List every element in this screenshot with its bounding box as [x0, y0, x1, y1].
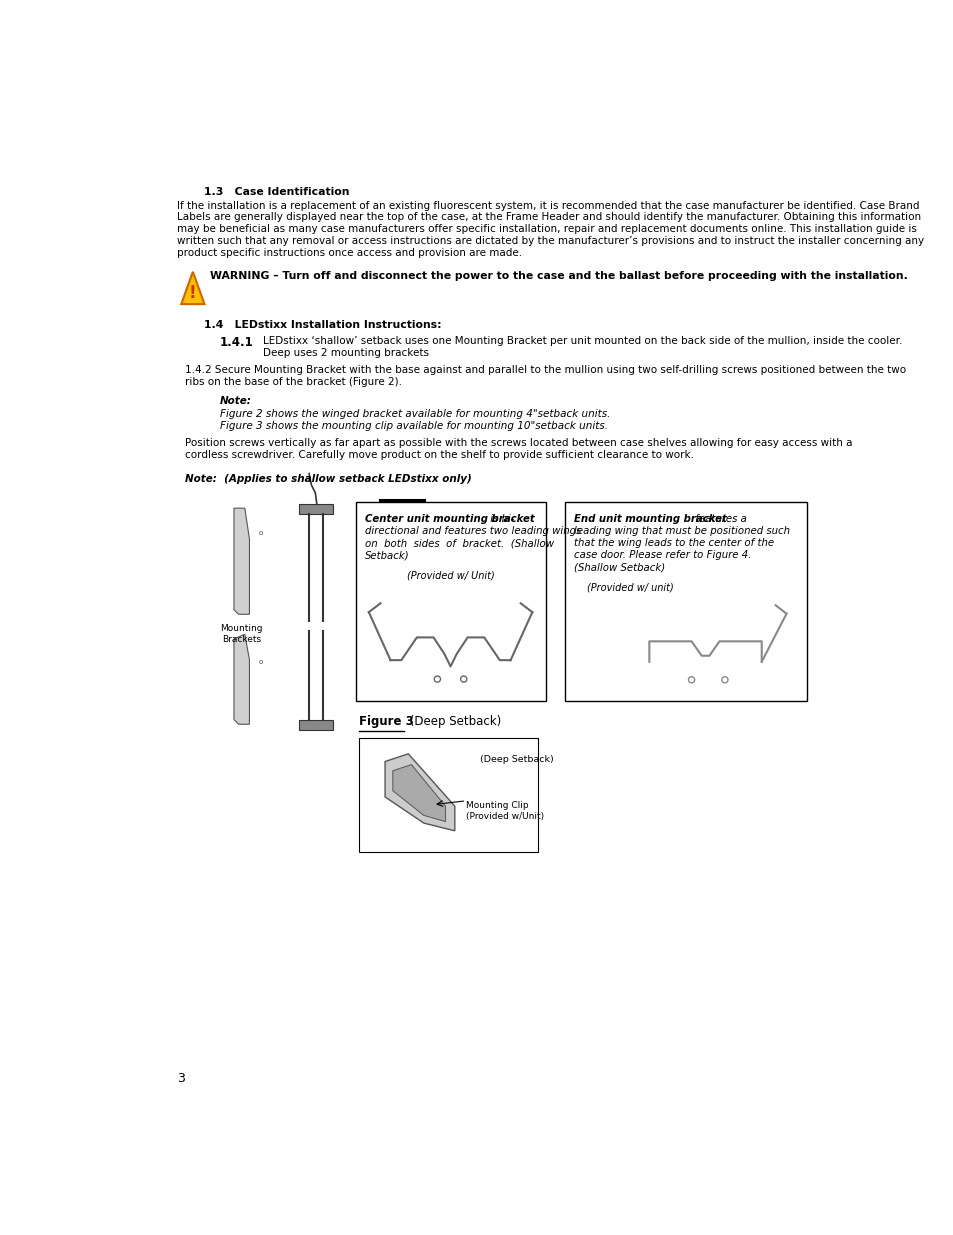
- Text: 3: 3: [177, 1072, 185, 1086]
- FancyBboxPatch shape: [298, 720, 333, 730]
- Circle shape: [460, 676, 466, 682]
- Text: case door. Please refer to Figure 4.: case door. Please refer to Figure 4.: [574, 550, 751, 561]
- Text: Figure 3: Figure 3: [359, 715, 414, 727]
- Text: Note:  (Applies to shallow setback LEDstixx only): Note: (Applies to shallow setback LEDsti…: [185, 473, 472, 484]
- Text: (Provided w/ Unit): (Provided w/ Unit): [406, 571, 494, 580]
- Text: (Deep Setback): (Deep Setback): [479, 755, 553, 763]
- Text: Position screws vertically as far apart as possible with the screws located betw: Position screws vertically as far apart …: [185, 438, 852, 448]
- Text: (Deep Setback): (Deep Setback): [406, 715, 500, 727]
- Text: o: o: [258, 530, 263, 536]
- Text: cordless screwdriver. Carefully move product on the shelf to provide sufficient : cordless screwdriver. Carefully move pro…: [185, 450, 694, 461]
- Text: Figure 2 shows the winged bracket available for mounting 4"setback units.: Figure 2 shows the winged bracket availa…: [220, 409, 610, 419]
- Text: 1.4.1: 1.4.1: [220, 336, 253, 348]
- Text: Labels are generally displayed near the top of the case, at the Frame Header and: Labels are generally displayed near the …: [177, 212, 921, 222]
- Text: WARNING – Turn off and disconnect the power to the case and the ballast before p: WARNING – Turn off and disconnect the po…: [210, 270, 907, 282]
- Polygon shape: [233, 635, 249, 724]
- Text: Deep uses 2 mounting brackets: Deep uses 2 mounting brackets: [262, 347, 428, 358]
- FancyBboxPatch shape: [355, 501, 545, 700]
- Circle shape: [434, 676, 440, 682]
- Text: ribs on the base of the bracket (Figure 2).: ribs on the base of the bracket (Figure …: [185, 377, 402, 387]
- Text: Center unit mounting bracket: Center unit mounting bracket: [365, 514, 534, 525]
- Text: Figure 3 shows the mounting clip available for mounting 10"setback units.: Figure 3 shows the mounting clip availab…: [220, 421, 607, 431]
- Text: !: !: [189, 284, 196, 301]
- Text: 1.4   LEDstixx Installation Instructions:: 1.4 LEDstixx Installation Instructions:: [204, 320, 441, 330]
- Polygon shape: [393, 764, 445, 821]
- Text: leading wing that must be positioned such: leading wing that must be positioned suc…: [574, 526, 789, 536]
- Text: (Shallow Setback): (Shallow Setback): [574, 562, 665, 572]
- Text: (Provided w/ unit): (Provided w/ unit): [586, 582, 673, 592]
- Text: on  both  sides  of  bracket.  (Shallow: on both sides of bracket. (Shallow: [365, 538, 554, 548]
- Text: End unit mounting bracket: End unit mounting bracket: [574, 514, 726, 525]
- Polygon shape: [181, 272, 204, 304]
- Text: that the wing leads to the center of the: that the wing leads to the center of the: [574, 538, 774, 548]
- Text: Setback): Setback): [365, 550, 409, 561]
- Text: o: o: [258, 659, 263, 664]
- Text: Mounting Clip
(Provided w/Unit): Mounting Clip (Provided w/Unit): [466, 800, 544, 821]
- Text: LEDstixx ‘shallow’ setback uses one Mounting Bracket per unit mounted on the bac: LEDstixx ‘shallow’ setback uses one Moun…: [262, 336, 901, 346]
- FancyBboxPatch shape: [359, 737, 537, 852]
- Circle shape: [688, 677, 694, 683]
- Text: If the installation is a replacement of an existing fluorescent system, it is re: If the installation is a replacement of …: [177, 200, 919, 210]
- Text: directional and features two leading wings: directional and features two leading win…: [365, 526, 580, 536]
- Polygon shape: [385, 753, 455, 831]
- Text: written such that any removal or access instructions are dictated by the manufac: written such that any removal or access …: [177, 236, 923, 246]
- Text: may be beneficial as many case manufacturers offer specific installation, repair: may be beneficial as many case manufactu…: [177, 225, 916, 235]
- FancyBboxPatch shape: [298, 504, 333, 514]
- FancyBboxPatch shape: [564, 501, 806, 700]
- Text: 1.3   Case Identification: 1.3 Case Identification: [204, 186, 350, 196]
- Circle shape: [721, 677, 727, 683]
- Text: product specific instructions once access and provision are made.: product specific instructions once acces…: [177, 248, 522, 258]
- Text: features a: features a: [691, 514, 746, 525]
- Text: Mounting
Brackets: Mounting Brackets: [220, 624, 263, 645]
- Text: 1.4.2 Secure Mounting Bracket with the base against and parallel to the mullion : 1.4.2 Secure Mounting Bracket with the b…: [185, 364, 905, 374]
- Text: is bi-: is bi-: [486, 514, 514, 525]
- Text: Note:: Note:: [220, 396, 252, 406]
- Polygon shape: [233, 508, 249, 614]
